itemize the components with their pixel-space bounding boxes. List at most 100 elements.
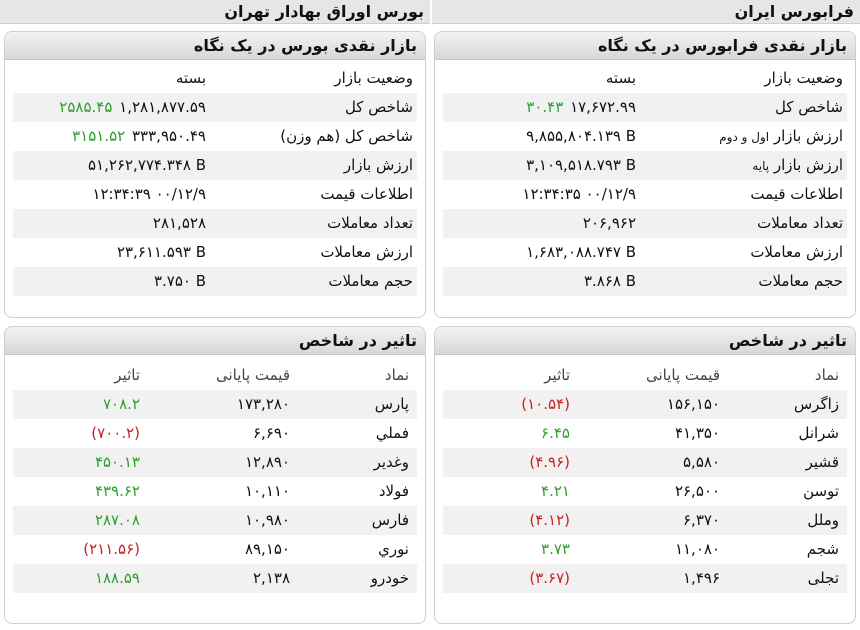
table-row: شجم ۱۱,۰۸۰ ۳.۷۳ <box>443 535 847 564</box>
symbol-cell: تجلی <box>732 564 847 593</box>
summary-row: ارزش بازار پایه ۳,۱۰۹,۵۱۸.۷۹۳ B <box>443 151 847 180</box>
summary-value: ۲۰۶,۹۶۲ <box>443 209 642 238</box>
bourse-market-panel: بازار نقدی بورس در یک نگاه وضعیت بازار ب… <box>4 31 426 318</box>
index-value: ۱۷,۶۷۲.۹۹ <box>570 98 636 116</box>
summary-value: ۳.۸۶۸ B <box>443 267 642 296</box>
summary-row: وضعیت بازار بسته <box>13 64 417 93</box>
effect-cell: ۲۸۷.۰۸ <box>13 506 152 535</box>
column-header-effect: تاثیر <box>114 366 140 384</box>
price-cell: ۶,۶۹۰ <box>253 424 290 442</box>
price-cell: ۱,۴۹۶ <box>582 564 732 593</box>
summary-label: اطلاعات قیمت <box>212 180 417 209</box>
price-cell: ۱۵۶,۱۵۰ <box>582 390 732 419</box>
effect-cell: ۱۸۸.۵۹ <box>13 564 152 593</box>
table-row: وغدیر ۱۲,۸۹۰ ۴۵۰.۱۳ <box>13 448 417 477</box>
table-row: قشیر ۵,۵۸۰ (۴.۹۶) <box>443 448 847 477</box>
table-row: فملي ۶,۶۹۰ (۷۰۰.۲) <box>13 419 417 448</box>
summary-row: تعداد معاملات ۲۰۶,۹۶۲ <box>443 209 847 238</box>
symbol-cell: شرانل <box>798 424 839 442</box>
summary-row: ارزش بازار اول و دوم ۹,۸۵۵,۸۰۴.۱۳۹ B <box>443 122 847 151</box>
summary-label: حجم معاملات <box>212 267 417 296</box>
summary-label-note: اول و دوم <box>719 130 770 144</box>
summary-row: شاخص کل (هم وزن) ۳۱۵۱.۵۲ ۳۳۳,۹۵۰.۴۹ <box>13 122 417 151</box>
fara-market-panel: بازار نقدی فرابورس در یک نگاه وضعیت بازا… <box>434 31 856 318</box>
summary-label: شاخص کل (هم وزن) <box>212 122 417 151</box>
fara-effect-title: تاثیر در شاخص <box>435 327 855 355</box>
effect-cell: ۴۳۹.۶۲ <box>94 482 140 500</box>
summary-value: ۱,۶۸۳,۰۸۸.۷۴۷ B <box>443 238 642 267</box>
summary-row: ارزش بازار ۵۱,۲۶۲,۷۷۴.۳۴۸ B <box>13 151 417 180</box>
symbol-cell: وملل <box>732 506 847 535</box>
bourse-effect-table: نماد قیمت پایانی تاثیر پارس ۱۷۳,۲۸۰ ۷۰۸.۲ ف… <box>13 361 417 593</box>
summary-row: حجم معاملات ۳.۷۵۰ B <box>13 267 417 296</box>
summary-value: ۵۱,۲۶۲,۷۷۴.۳۴۸ B <box>13 151 212 180</box>
bourse-effect-panel: تاثیر در شاخص نماد قیمت پایانی تاثیر پار… <box>4 326 426 624</box>
summary-label: تعداد معاملات <box>212 209 417 238</box>
index-value: ۱,۲۸۱,۸۷۷.۵۹ <box>119 98 206 116</box>
table-row: شرانل ۴۱,۳۵۰ ۶.۴۵ <box>443 419 847 448</box>
summary-label: اطلاعات قیمت <box>642 180 847 209</box>
index-value: ۳۳۳,۹۵۰.۴۹ <box>132 127 206 145</box>
price-cell: ۱۱,۰۸۰ <box>674 540 720 558</box>
summary-value: ۳۱۵۱.۵۲ ۳۳۳,۹۵۰.۴۹ <box>13 122 212 151</box>
price-cell: ۴۱,۳۵۰ <box>674 424 720 442</box>
summary-row: تعداد معاملات ۲۸۱,۵۲۸ <box>13 209 417 238</box>
symbol-cell: زاگرس <box>732 390 847 419</box>
column-header-effect: تاثیر <box>544 366 570 384</box>
fara-effect-table: نماد قیمت پایانی تاثیر زاگرس ۱۵۶,۱۵۰ (۱۰.۵… <box>443 361 847 593</box>
price-cell: ۱۰,۱۱۰ <box>244 482 290 500</box>
symbol-cell: نوري <box>378 540 409 558</box>
symbol-cell: فولاد <box>378 482 409 500</box>
summary-label: تعداد معاملات <box>642 209 847 238</box>
symbol-cell: خودرو <box>302 564 417 593</box>
effect-cell: (۷۰۰.۲) <box>91 424 140 442</box>
effect-cell: ۷۰۸.۲ <box>13 390 152 419</box>
price-cell: ۶,۳۷۰ <box>582 506 732 535</box>
price-cell: ۱۷۳,۲۸۰ <box>152 390 302 419</box>
table-row: فارس ۱۰,۹۸۰ ۲۸۷.۰۸ <box>13 506 417 535</box>
effect-cell: ۴.۲۱ <box>541 482 570 500</box>
summary-value: ۳۰.۴۳ ۱۷,۶۷۲.۹۹ <box>443 93 642 122</box>
summary-row: اطلاعات قیمت ۱۲:۳۴:۳۵ ۰۰/۱۲/۹ <box>443 180 847 209</box>
effect-cell: ۴۵۰.۱۳ <box>13 448 152 477</box>
summary-value: بسته <box>443 64 642 93</box>
table-header: نماد قیمت پایانی تاثیر <box>13 361 417 390</box>
summary-row: اطلاعات قیمت ۱۲:۳۴:۳۹ ۰۰/۱۲/۹ <box>13 180 417 209</box>
table-row: زاگرس ۱۵۶,۱۵۰ (۱۰.۵۴) <box>443 390 847 419</box>
table-row: وملل ۶,۳۷۰ (۴.۱۲) <box>443 506 847 535</box>
summary-value: ۳.۷۵۰ B <box>13 267 212 296</box>
effect-cell: (۳.۶۷) <box>443 564 582 593</box>
bourse-market-summary: وضعیت بازار بسته شاخص کل ۲۵۸۵.۴۵ ۱,۲۸۱,۸… <box>13 64 417 296</box>
price-cell: ۲,۱۳۸ <box>152 564 302 593</box>
symbol-cell: پارس <box>302 390 417 419</box>
summary-label: شاخص کل <box>212 93 417 122</box>
table-row: پارس ۱۷۳,۲۸۰ ۷۰۸.۲ <box>13 390 417 419</box>
effect-cell: (۱۰.۵۴) <box>443 390 582 419</box>
summary-label: ارزش معاملات <box>642 238 847 267</box>
column-header-price: قیمت پایانی <box>645 366 720 384</box>
bourse-market-title: بازار نقدی بورس در یک نگاه <box>5 32 425 60</box>
summary-value: ۱۲:۳۴:۳۹ ۰۰/۱۲/۹ <box>13 180 212 209</box>
summary-value: ۳,۱۰۹,۵۱۸.۷۹۳ B <box>443 151 642 180</box>
index-change: ۲۵۸۵.۴۵ <box>59 98 113 116</box>
price-cell: ۲۶,۵۰۰ <box>674 482 720 500</box>
summary-row: ارزش معاملات ۲۳,۶۱۱.۵۹۳ B <box>13 238 417 267</box>
summary-value: ۲۸۱,۵۲۸ <box>13 209 212 238</box>
summary-row: حجم معاملات ۳.۸۶۸ B <box>443 267 847 296</box>
summary-row: وضعیت بازار بسته <box>443 64 847 93</box>
effect-cell: ۶.۴۵ <box>541 424 570 442</box>
symbol-cell: شجم <box>806 540 839 558</box>
symbol-cell: توسن <box>803 482 839 500</box>
summary-label: ارزش بازار اول و دوم <box>642 122 847 151</box>
summary-label: شاخص کل <box>642 93 847 122</box>
summary-value: ۹,۸۵۵,۸۰۴.۱۳۹ B <box>443 122 642 151</box>
index-change: ۳۰.۴۳ <box>526 98 564 116</box>
table-row: خودرو ۲,۱۳۸ ۱۸۸.۵۹ <box>13 564 417 593</box>
summary-label: ارزش معاملات <box>212 238 417 267</box>
fara-effect-panel: تاثیر در شاخص نماد قیمت پایانی تاثیر زاگ… <box>434 326 856 624</box>
price-cell: ۱۰,۹۸۰ <box>152 506 302 535</box>
table-row: توسن ۲۶,۵۰۰ ۴.۲۱ <box>443 477 847 506</box>
symbol-cell: قشیر <box>732 448 847 477</box>
fara-market-summary: وضعیت بازار بسته شاخص کل ۳۰.۴۳ ۱۷,۶۷۲.۹۹… <box>443 64 847 296</box>
summary-label: ارزش بازار <box>212 151 417 180</box>
